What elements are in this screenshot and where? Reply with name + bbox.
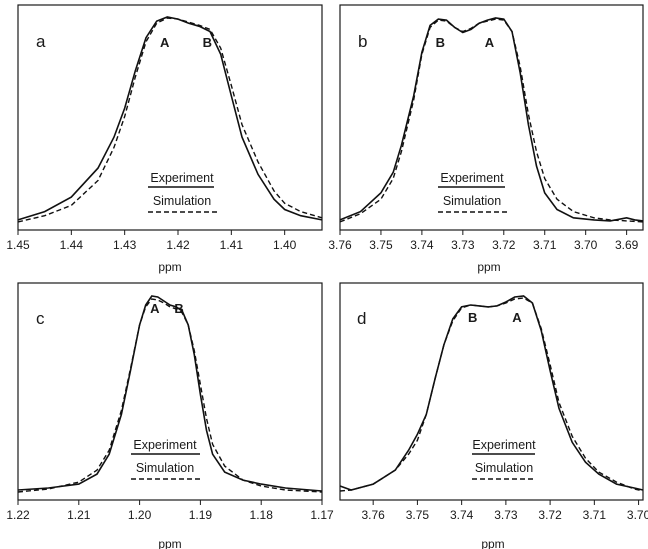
panel-a-tick-label-1: 1.44: [60, 238, 84, 252]
panel-d-tick-label-1: 3.75: [406, 508, 430, 522]
panel-c-curves: [17, 295, 323, 493]
panel-c-simulation-curve: [17, 298, 323, 493]
panel-d-tick-label-4: 3.72: [538, 508, 562, 522]
panel-c-tick-label-0: 1.22: [6, 508, 30, 522]
panel-c-tick-label-3: 1.19: [189, 508, 213, 522]
panel-b-legend: Experiment Simulation: [438, 171, 509, 213]
panel-d-tick-label-2: 3.74: [450, 508, 474, 522]
panel-d-tick-label-0: 3.76: [361, 508, 385, 522]
panel-a-tick-label-4: 1.41: [220, 238, 244, 252]
panel-b-tick-label-7: 3.69: [615, 238, 639, 252]
panel-a-tick-label-5: 1.40: [273, 238, 297, 252]
panel-b-peak-label-b: B: [436, 35, 445, 50]
panel-c-frame: [17, 282, 323, 501]
panel-a-letter: a: [36, 32, 46, 51]
panel-c-x-label: ppm: [158, 537, 181, 549]
panel-c-tick-label-4: 1.18: [250, 508, 274, 522]
panel-a-frame: [17, 4, 323, 231]
panel-a-tick-label-3: 1.42: [166, 238, 190, 252]
panel-d-peak-label-b: B: [468, 310, 477, 325]
panel-c-legend-simulation: Simulation: [136, 461, 194, 475]
panel-a-legend-experiment: Experiment: [150, 171, 214, 185]
panel-b-tick-label-3: 3.73: [451, 238, 475, 252]
panel-d-peak-label-a: A: [512, 310, 522, 325]
panel-b-x-label: ppm: [477, 260, 500, 274]
panel-d-tick-label-6: 3.70: [627, 508, 648, 522]
panel-b-peak-label-a: A: [485, 35, 495, 50]
panel-c-tick-label-5: 1.17: [310, 508, 334, 522]
panel-d-legend-simulation: Simulation: [475, 461, 533, 475]
panel-d-curves: [339, 295, 644, 492]
panel-c-letter: c: [36, 309, 45, 328]
panel-d-tick-label-3: 3.73: [494, 508, 518, 522]
panel-b-tick-label-1: 3.75: [369, 238, 393, 252]
panel-a-experiment-curve: [17, 16, 323, 221]
panel-b-legend-simulation: Simulation: [443, 194, 501, 208]
panel-b-tick-label-4: 3.72: [492, 238, 516, 252]
panel-d-simulation-curve: [339, 297, 644, 492]
panel-c-experiment-curve: [17, 295, 323, 492]
panel-a-peak-label-a: A: [160, 35, 170, 50]
panel-b-legend-experiment: Experiment: [440, 171, 504, 185]
panel-a-curves: [17, 16, 323, 223]
panel-b-frame: [339, 4, 644, 231]
panel-b-tick-label-6: 3.70: [574, 238, 598, 252]
panel-a-peak-label-b: B: [203, 35, 212, 50]
panel-d-letter: d: [357, 309, 366, 328]
panel-b-experiment-curve: [339, 17, 644, 222]
panel-a-legend: Experiment Simulation: [148, 171, 218, 213]
panel-c-ticks: 1.22 1.21 1.20 1.19 1.18 1.17: [6, 500, 334, 522]
panel-c-legend-experiment: Experiment: [133, 438, 197, 452]
panel-b-ticks: 3.76 3.75 3.74 3.73 3.72 3.71 3.70 3.69: [328, 230, 639, 252]
panel-c-tick-label-1: 1.21: [67, 508, 91, 522]
panel-b-curves: [339, 17, 644, 223]
panel-b-simulation-curve: [339, 18, 644, 223]
panel-c-legend: Experiment Simulation: [131, 438, 200, 480]
panel-d-legend: Experiment Simulation: [472, 438, 536, 480]
panel-a-tick-label-0: 1.45: [6, 238, 30, 252]
panel-c-peak-label-a: A: [150, 301, 160, 316]
panel-d-x-label: ppm: [481, 537, 504, 549]
panel-d-frame: [339, 282, 644, 501]
panel-a-ticks: 1.45 1.44 1.43 1.42 1.41 1.40: [6, 230, 297, 252]
panel-b-tick-label-0: 3.76: [328, 238, 352, 252]
panel-c-tick-label-2: 1.20: [128, 508, 152, 522]
panel-b-tick-label-5: 3.71: [533, 238, 557, 252]
panel-a-tick-label-2: 1.43: [113, 238, 137, 252]
panel-b-letter: b: [358, 32, 367, 51]
panel-b-tick-label-2: 3.74: [410, 238, 434, 252]
panel-a-x-label: ppm: [158, 260, 181, 274]
panel-d-ticks: 3.76 3.75 3.74 3.73 3.72 3.71 3.70: [361, 500, 648, 522]
panel-d-experiment-curve: [339, 295, 644, 491]
panel-a-legend-simulation: Simulation: [153, 194, 211, 208]
panel-d-tick-label-5: 3.71: [583, 508, 607, 522]
panel-a-simulation-curve: [17, 17, 323, 223]
panel-d-legend-experiment: Experiment: [472, 438, 536, 452]
